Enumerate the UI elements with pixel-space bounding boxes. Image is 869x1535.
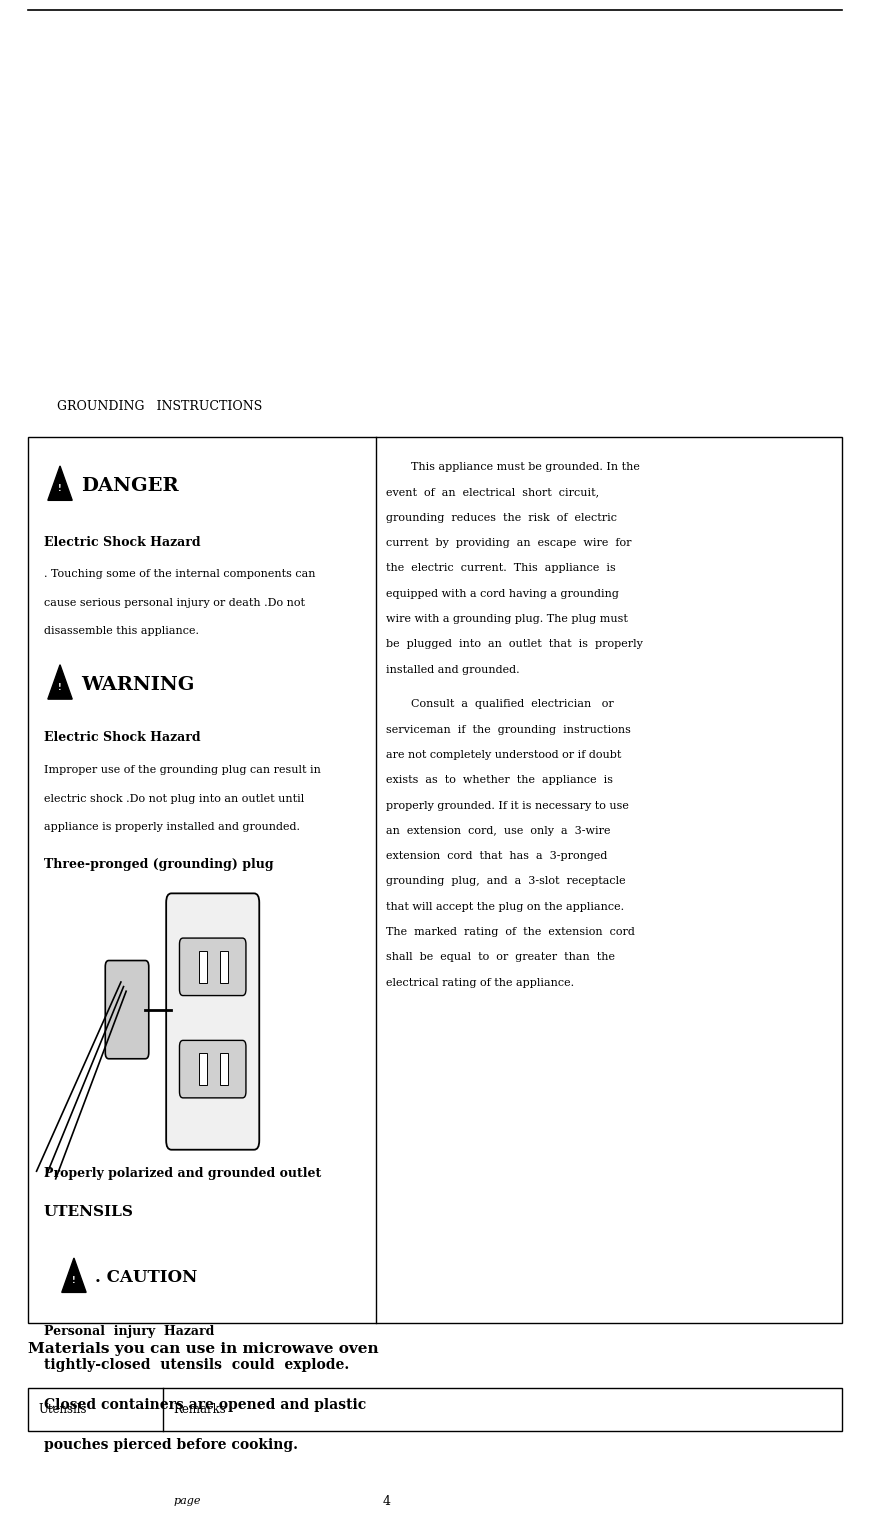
FancyBboxPatch shape xyxy=(166,893,259,1150)
Text: Materials you can use in microwave oven: Materials you can use in microwave oven xyxy=(28,1342,378,1355)
Text: The  marked  rating  of  the  extension  cord: The marked rating of the extension cord xyxy=(386,927,634,938)
Text: Remarks: Remarks xyxy=(173,1403,226,1415)
Text: shall  be  equal  to  or  greater  than  the: shall be equal to or greater than the xyxy=(386,952,614,962)
Polygon shape xyxy=(62,1259,86,1292)
Text: . Touching some of the internal components can: . Touching some of the internal componen… xyxy=(43,569,315,580)
Text: grounding  plug,  and  a  3-slot  receptacle: grounding plug, and a 3-slot receptacle xyxy=(386,876,625,887)
Polygon shape xyxy=(48,467,72,500)
Text: Utensils: Utensils xyxy=(38,1403,87,1415)
Text: !: ! xyxy=(58,683,62,692)
Polygon shape xyxy=(48,665,72,698)
Text: appliance is properly installed and grounded.: appliance is properly installed and grou… xyxy=(43,823,299,832)
Text: Properly polarized and grounded outlet: Properly polarized and grounded outlet xyxy=(43,1167,321,1179)
Text: GROUNDING   INSTRUCTIONS: GROUNDING INSTRUCTIONS xyxy=(56,401,262,413)
Text: . CAUTION: . CAUTION xyxy=(95,1269,197,1286)
Bar xyxy=(198,952,208,982)
Bar xyxy=(28,437,841,1323)
Text: DANGER: DANGER xyxy=(81,477,178,496)
Text: tightly-closed  utensils  could  explode.: tightly-closed utensils could explode. xyxy=(43,1358,348,1372)
Text: grounding  reduces  the  risk  of  electric: grounding reduces the risk of electric xyxy=(386,513,617,523)
Text: be  plugged  into  an  outlet  that  is  properly: be plugged into an outlet that is proper… xyxy=(386,639,642,649)
Text: UTENSILS: UTENSILS xyxy=(43,1205,133,1219)
Text: serviceman  if  the  grounding  instructions: serviceman if the grounding instructions xyxy=(386,725,630,735)
Text: WARNING: WARNING xyxy=(81,675,194,694)
Text: equipped with a cord having a grounding: equipped with a cord having a grounding xyxy=(386,588,619,599)
FancyBboxPatch shape xyxy=(105,961,149,1059)
Text: !: ! xyxy=(58,484,62,493)
Text: properly grounded. If it is necessary to use: properly grounded. If it is necessary to… xyxy=(386,800,628,810)
Text: that will accept the plug on the appliance.: that will accept the plug on the applian… xyxy=(386,901,624,912)
Text: This appliance must be grounded. In the: This appliance must be grounded. In the xyxy=(410,462,639,473)
Text: are not completely understood or if doubt: are not completely understood or if doub… xyxy=(386,749,621,760)
FancyBboxPatch shape xyxy=(179,938,246,996)
Text: 4: 4 xyxy=(382,1495,390,1507)
Text: installed and grounded.: installed and grounded. xyxy=(386,665,520,675)
Text: extension  cord  that  has  a  3-pronged: extension cord that has a 3-pronged xyxy=(386,850,607,861)
Bar xyxy=(219,1053,229,1085)
Text: disassemble this appliance.: disassemble this appliance. xyxy=(43,626,198,637)
Text: electric shock .Do not plug into an outlet until: electric shock .Do not plug into an outl… xyxy=(43,794,303,804)
Text: Consult  a  qualified  electrician   or: Consult a qualified electrician or xyxy=(410,698,613,709)
Bar xyxy=(219,952,229,982)
Text: Improper use of the grounding plug can result in: Improper use of the grounding plug can r… xyxy=(43,766,320,775)
Text: wire with a grounding plug. The plug must: wire with a grounding plug. The plug mus… xyxy=(386,614,627,625)
Text: the  electric  current.  This  appliance  is: the electric current. This appliance is xyxy=(386,563,615,574)
Text: Closed containers are opened and plastic: Closed containers are opened and plastic xyxy=(43,1398,365,1412)
FancyBboxPatch shape xyxy=(179,1041,246,1098)
Text: Three-pronged (grounding) plug: Three-pronged (grounding) plug xyxy=(43,858,273,870)
Text: page: page xyxy=(174,1497,202,1506)
Text: current  by  providing  an  escape  wire  for: current by providing an escape wire for xyxy=(386,537,631,548)
Text: !: ! xyxy=(72,1276,76,1285)
Bar xyxy=(28,1388,841,1431)
Text: event  of  an  electrical  short  circuit,: event of an electrical short circuit, xyxy=(386,487,599,497)
Text: Electric Shock Hazard: Electric Shock Hazard xyxy=(43,536,200,548)
Text: electrical rating of the appliance.: electrical rating of the appliance. xyxy=(386,978,574,989)
Text: Electric Shock Hazard: Electric Shock Hazard xyxy=(43,732,200,744)
Text: Personal  injury  Hazard: Personal injury Hazard xyxy=(43,1325,214,1337)
Text: an  extension  cord,  use  only  a  3-wire: an extension cord, use only a 3-wire xyxy=(386,826,610,837)
Text: exists  as  to  whether  the  appliance  is: exists as to whether the appliance is xyxy=(386,775,613,786)
Text: pouches pierced before cooking.: pouches pierced before cooking. xyxy=(43,1438,297,1452)
Bar xyxy=(198,1053,208,1085)
Text: cause serious personal injury or death .Do not: cause serious personal injury or death .… xyxy=(43,597,304,608)
